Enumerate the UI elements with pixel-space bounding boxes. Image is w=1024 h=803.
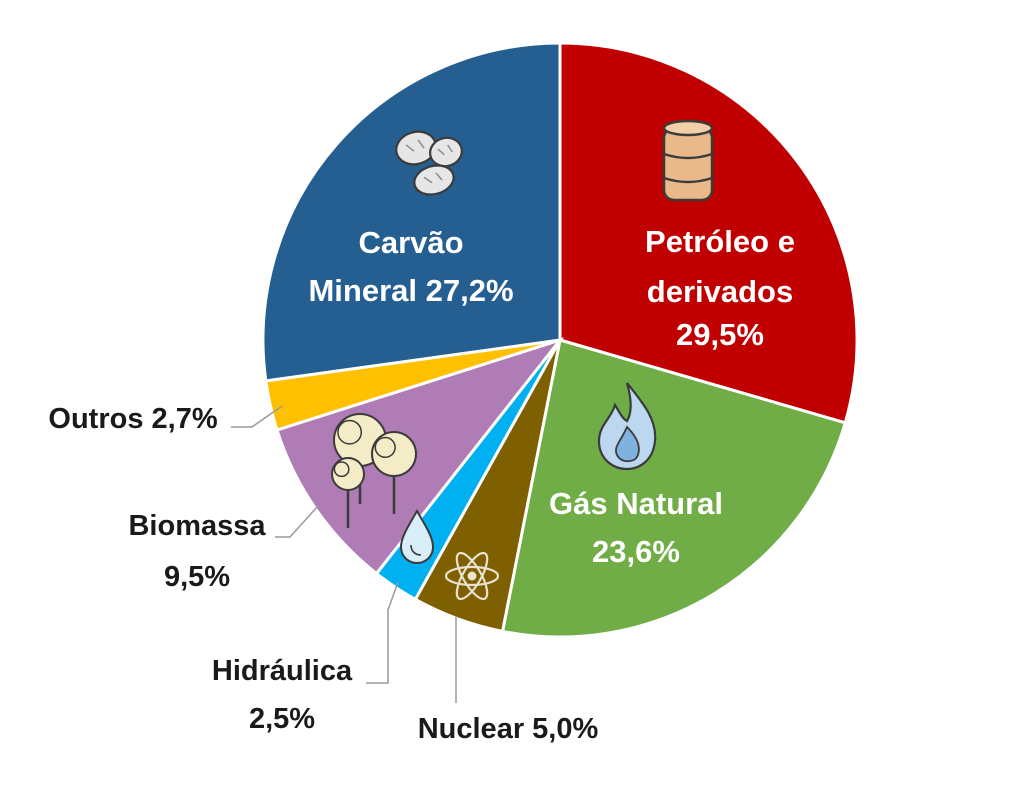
slice-label-line: Petróleo e	[645, 224, 795, 259]
slice-label-outros: Outros 2,7%	[48, 403, 217, 435]
pie-slice-petroleo	[558, 41, 859, 425]
slice-label-nuclear: Nuclear 5,0%	[418, 713, 599, 745]
slice-labels: Petróleo e derivados 29,5% Gás Natural 23,6%…	[48, 224, 795, 745]
slice-label-petroleo: Petróleo e derivados 29,5%	[645, 224, 795, 352]
coal-icon	[395, 130, 463, 196]
slice-label-carvao: Carvão Mineral 27,2%	[308, 225, 513, 308]
leader-lines	[231, 405, 457, 703]
oil-barrel-icon	[662, 119, 714, 202]
slice-label-line: derivados	[647, 274, 793, 309]
slice-label-line: Carvão	[358, 225, 463, 260]
slice-label-line: Mineral 27,2%	[308, 273, 513, 308]
slice-label-biomassa: Biomassa 9,5%	[128, 510, 266, 593]
slice-label-line: 29,5%	[676, 317, 764, 352]
slice-label-gas: Gás Natural 23,6%	[549, 486, 723, 569]
slice-label-line: Gás Natural	[549, 486, 723, 521]
pie-slice-gas	[500, 338, 848, 639]
leader-line-hidraulica	[366, 581, 399, 684]
leader-line-biomassa	[275, 505, 319, 538]
slice-label-hidraulica: Hidráulica 2,5%	[212, 655, 353, 735]
slice-label-line: Biomassa	[128, 510, 266, 542]
atom-icon	[444, 551, 500, 601]
leader-line-outros	[231, 405, 283, 428]
slice-label-line: 9,5%	[164, 561, 230, 593]
trees-icon	[331, 413, 417, 528]
water-drop-icon	[399, 508, 435, 565]
flame-icon	[597, 382, 657, 471]
slice-label-line: Hidráulica	[212, 655, 353, 687]
slice-label-line: Outros 2,7%	[48, 403, 217, 435]
slice-label-line: 2,5%	[249, 703, 315, 735]
slice-label-line: 23,6%	[592, 534, 680, 569]
slice-icons	[331, 119, 714, 601]
slice-label-line: Nuclear 5,0%	[418, 713, 599, 745]
pie-slice-carvao	[261, 41, 562, 383]
pie-slices	[261, 41, 859, 639]
